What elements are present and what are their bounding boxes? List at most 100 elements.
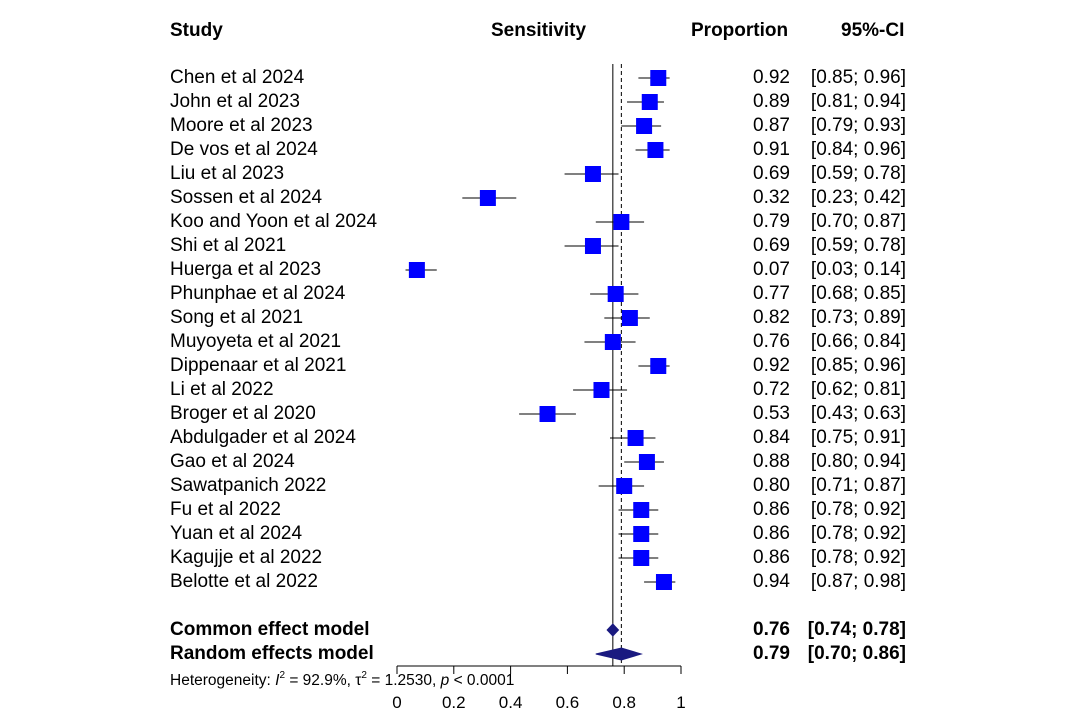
study-mark (638, 358, 670, 374)
study-proportion: 0.92 (753, 355, 790, 376)
study-mark (624, 454, 664, 470)
point-estimate-square (408, 262, 425, 278)
study-label: Muyoyeta et al 2021 (170, 331, 342, 352)
study-ci: [0.70; 0.87] (810, 211, 906, 232)
p-symbol: p (440, 672, 450, 689)
random-effects-diamond (595, 647, 643, 661)
point-estimate-square (616, 478, 633, 494)
study-ci: [0.68; 0.85] (810, 283, 906, 304)
study-mark (618, 526, 659, 542)
study-ci: [0.78; 0.92] (810, 547, 906, 568)
x-tick-label: 0.6 (556, 693, 580, 708)
heterogeneity-label: Heterogeneity: (170, 672, 271, 689)
study-ci: [0.75; 0.91] (810, 427, 906, 448)
study-label: Sossen et al 2024 (170, 187, 323, 208)
study-mark (405, 262, 437, 278)
study-ci: [0.79; 0.93] (810, 115, 906, 136)
point-estimate-square (655, 574, 672, 590)
study-ci: [0.43; 0.63] (810, 403, 906, 424)
study-mark (644, 574, 676, 590)
pooled-ci: [0.70; 0.86] (807, 643, 906, 664)
study-proportion: 0.69 (753, 235, 790, 256)
study-label: Li et al 2022 (170, 379, 274, 400)
study-label: Chen et al 2024 (170, 67, 305, 88)
study-proportion: 0.53 (753, 403, 790, 424)
study-marks (405, 70, 676, 590)
header-proportion: Proportion (691, 20, 789, 41)
study-label: Song et al 2021 (170, 307, 304, 328)
study-ci: [0.84; 0.96] (810, 139, 906, 160)
study-proportion: 0.86 (753, 523, 790, 544)
study-label: Yuan et al 2024 (170, 523, 303, 544)
tau-value: = 1.2530, (371, 672, 437, 689)
study-proportion: 0.79 (753, 211, 790, 232)
study-ci: [0.78; 0.92] (810, 499, 906, 520)
study-label: De vos et al 2024 (170, 139, 318, 160)
study-proportion: 0.88 (753, 451, 790, 472)
point-estimate-square (593, 382, 610, 398)
study-label: Koo and Yoon et al 2024 (170, 211, 378, 232)
study-mark (598, 478, 645, 494)
point-estimate-square (607, 286, 624, 302)
point-estimate-square (641, 94, 658, 110)
study-proportion: 0.92 (753, 67, 790, 88)
study-ci: [0.62; 0.81] (810, 379, 906, 400)
i2-symbol: I (275, 672, 280, 689)
study-label: Phunphae et al 2024 (170, 283, 346, 304)
study-ci: [0.87; 0.98] (810, 571, 906, 592)
study-proportion: 0.69 (753, 163, 790, 184)
study-mark (618, 550, 659, 566)
point-estimate-square (638, 454, 655, 470)
point-estimate-square (584, 166, 601, 182)
study-ci: [0.85; 0.96] (810, 67, 906, 88)
pooled-proportion: 0.79 (753, 643, 790, 664)
pooled-label: Common effect model (170, 619, 370, 640)
header-study: Study (170, 20, 223, 41)
study-ci: [0.73; 0.89] (810, 307, 906, 328)
study-ci: [0.66; 0.84] (810, 331, 906, 352)
study-proportion: 0.87 (753, 115, 790, 136)
study-mark (635, 142, 670, 158)
study-proportion: 0.76 (753, 331, 790, 352)
i2-superscript: 2 (279, 670, 285, 681)
study-mark (573, 382, 628, 398)
study-proportion: 0.72 (753, 379, 790, 400)
study-mark (590, 286, 639, 302)
study-ci: [0.71; 0.87] (810, 475, 906, 496)
point-estimate-square (604, 334, 621, 350)
point-estimate-square (650, 70, 667, 86)
study-mark (584, 334, 636, 350)
study-label: Belotte et al 2022 (170, 571, 318, 592)
point-estimate-square (647, 142, 664, 158)
point-estimate-square (633, 550, 650, 566)
x-tick-label: 0.8 (612, 693, 636, 708)
study-ci: [0.81; 0.94] (810, 91, 906, 112)
study-label: Liu et al 2023 (170, 163, 285, 184)
study-proportion: 0.77 (753, 283, 790, 304)
study-ci: [0.59; 0.78] (810, 163, 906, 184)
study-mark (627, 94, 664, 110)
study-ci: [0.85; 0.96] (810, 355, 906, 376)
study-mark (610, 430, 656, 446)
study-label: Huerga et al 2023 (170, 259, 322, 280)
study-label: Abdulgader et al 2024 (170, 427, 356, 448)
reference-lines (612, 64, 622, 666)
header-sensitivity: Sensitivity (491, 20, 587, 41)
study-proportion: 0.94 (753, 571, 790, 592)
study-proportion: 0.86 (753, 499, 790, 520)
study-label: Kagujje et al 2022 (170, 547, 323, 568)
x-axis: 0 0.2 0.4 0.6 0.8 1 (392, 665, 686, 708)
study-label: Moore et al 2023 (170, 115, 313, 136)
pooled-label: Random effects model (170, 643, 374, 664)
point-estimate-square (633, 526, 650, 542)
point-estimate-square (627, 430, 644, 446)
pooled-ci: [0.74; 0.78] (807, 619, 906, 640)
x-tick-label: 0.4 (499, 693, 523, 708)
study-ci: [0.23; 0.42] (810, 187, 906, 208)
study-mark (604, 310, 650, 326)
study-ci: [0.80; 0.94] (810, 451, 906, 472)
study-label: Shi et al 2021 (170, 235, 287, 256)
study-mark (564, 238, 619, 254)
x-tick-label: 0 (392, 693, 401, 708)
